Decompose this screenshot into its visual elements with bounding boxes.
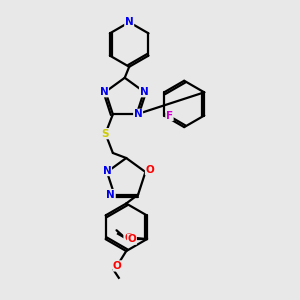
Text: S: S [102,129,109,139]
Text: N: N [134,109,142,119]
Text: N: N [140,87,148,97]
Text: N: N [106,190,115,200]
Text: O: O [124,233,133,243]
Text: O: O [146,165,154,175]
Text: N: N [100,87,108,97]
Text: N: N [125,17,134,27]
Text: F: F [166,110,173,121]
Text: N: N [103,166,111,176]
Text: O: O [113,261,122,271]
Text: O: O [128,234,136,244]
